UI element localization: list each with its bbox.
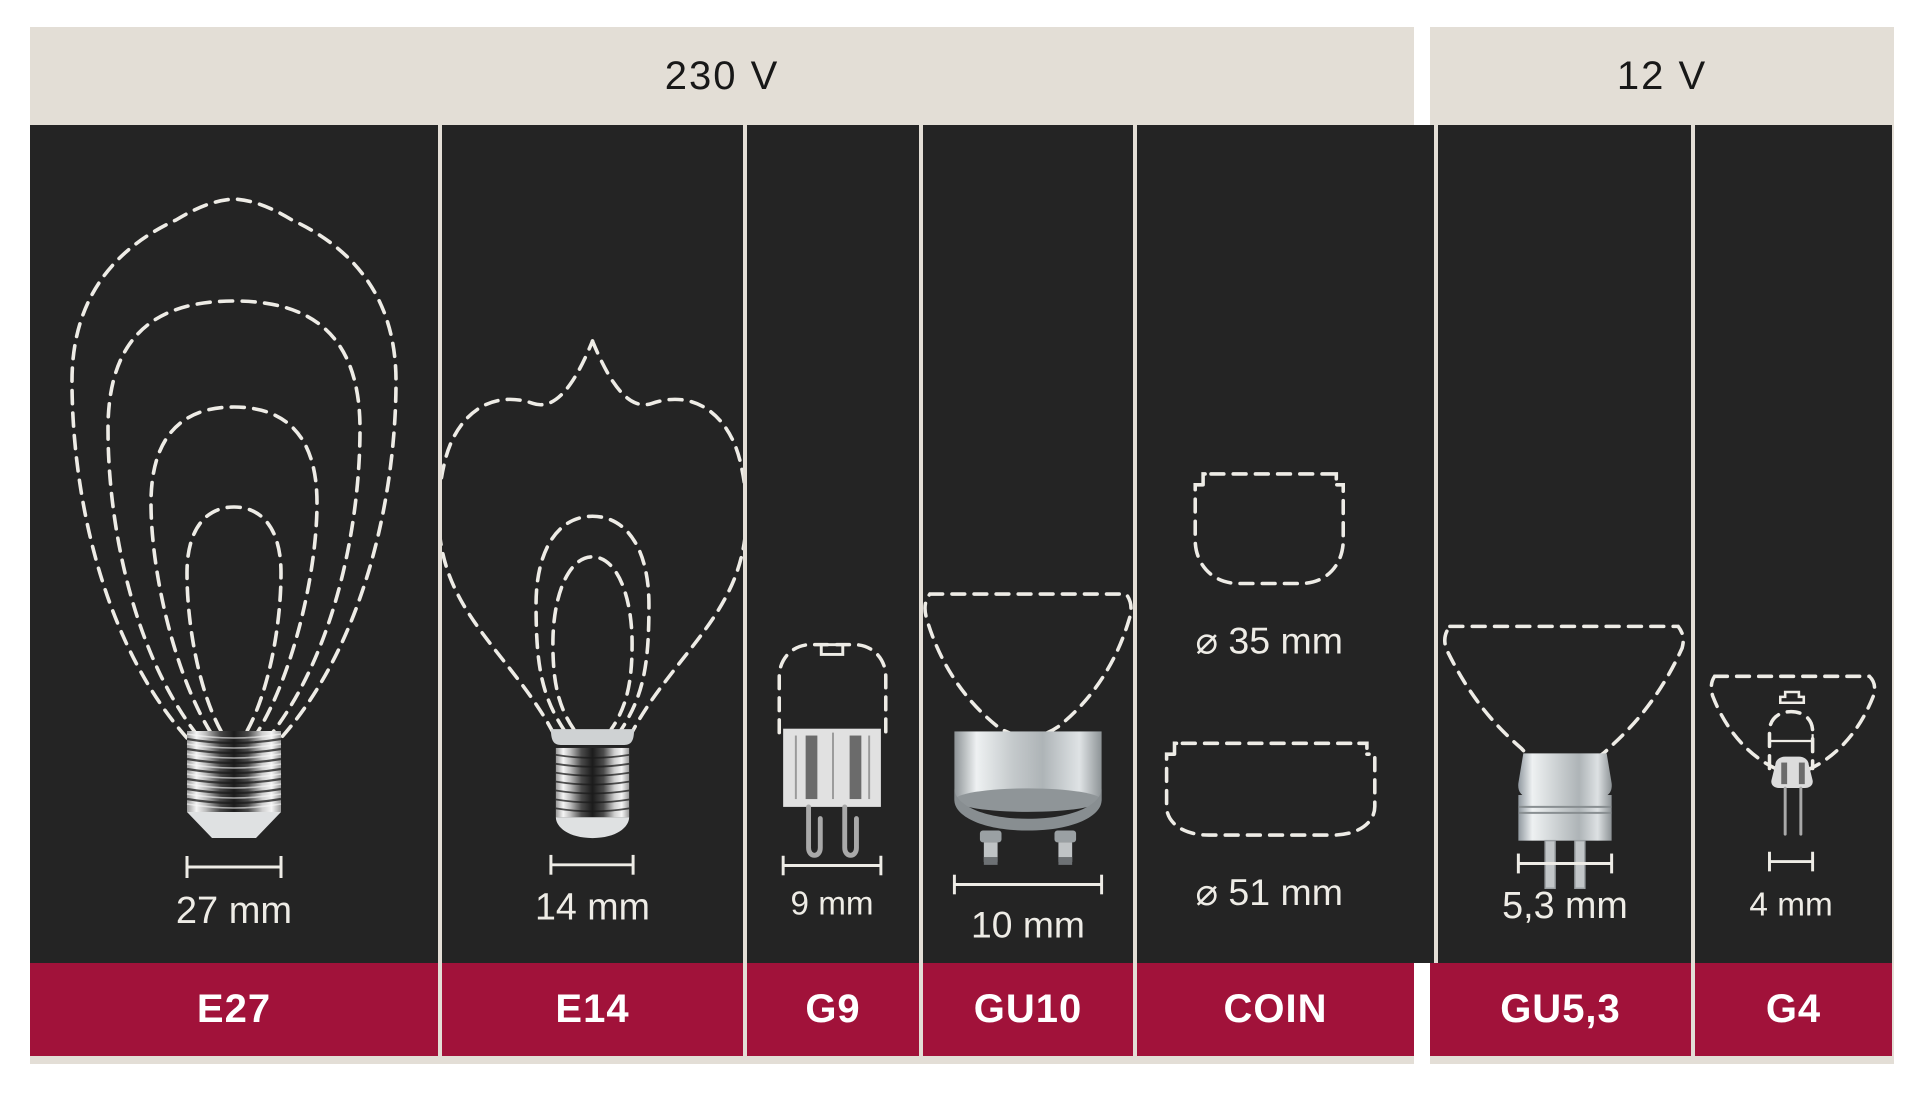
svg-text:4 mm: 4 mm [1749, 886, 1832, 923]
svg-text:9 mm: 9 mm [790, 885, 873, 922]
svg-text:5,3 mm: 5,3 mm [1502, 884, 1628, 926]
svg-text:27 mm: 27 mm [176, 890, 292, 932]
svg-text:⌀ 51 mm: ⌀ 51 mm [1195, 871, 1343, 913]
svg-text:⌀ 35 mm: ⌀ 35 mm [1195, 620, 1343, 662]
svg-text:14 mm: 14 mm [535, 885, 650, 927]
svg-text:10 mm: 10 mm [971, 904, 1085, 946]
